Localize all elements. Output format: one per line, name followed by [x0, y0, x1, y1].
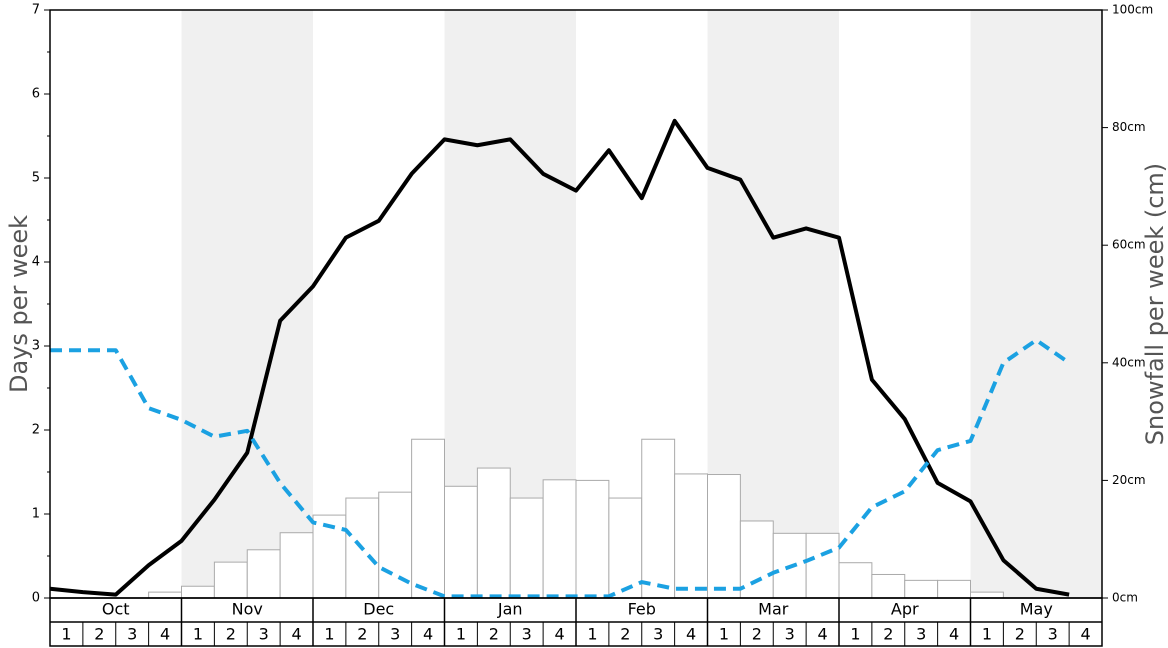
week-label: 2: [883, 625, 893, 644]
week-label: 1: [324, 625, 334, 644]
week-label: 4: [554, 625, 564, 644]
week-label: 2: [620, 625, 630, 644]
y-tick-label: 1: [32, 507, 40, 522]
y2-tick-label: 100cm: [1112, 3, 1153, 17]
week-label: 4: [423, 625, 433, 644]
week-label: 2: [1015, 625, 1025, 644]
y-tick-label: 2: [32, 423, 40, 438]
bar: [213, 561, 248, 599]
bar: [871, 573, 906, 599]
y-tick-label: 3: [32, 339, 40, 354]
bar: [476, 467, 511, 599]
bar: [641, 438, 676, 599]
y2-tick-label: 60cm: [1112, 238, 1146, 252]
bar: [937, 579, 971, 599]
bar: [542, 479, 577, 599]
week-label: 2: [94, 625, 104, 644]
bar: [707, 474, 741, 599]
bar: [509, 497, 544, 599]
bar: [904, 579, 939, 599]
bar: [970, 591, 1004, 599]
bar: [444, 485, 478, 599]
month-label: Jan: [497, 600, 523, 619]
week-label: 4: [817, 625, 827, 644]
week-label: 4: [949, 625, 959, 644]
bar: [575, 479, 610, 599]
week-label: 2: [226, 625, 236, 644]
bar: [674, 473, 708, 599]
week-label: 3: [259, 625, 269, 644]
dashed-line: [50, 338, 1071, 599]
week-label: 1: [719, 625, 729, 644]
bar: [608, 497, 643, 599]
week-label: 3: [522, 625, 532, 644]
week-label: 2: [489, 625, 499, 644]
y2-axis-label: Snowfall per week (cm): [1141, 163, 1168, 445]
week-label: 3: [785, 625, 795, 644]
week-label: 3: [1048, 625, 1058, 644]
y-tick-label: 5: [32, 171, 40, 186]
bar: [805, 532, 840, 599]
y2-tick-label: 20cm: [1112, 473, 1146, 487]
bar: [739, 520, 774, 599]
week-label: 1: [982, 625, 992, 644]
y2-tick-label: 80cm: [1112, 120, 1146, 134]
week-label: 3: [127, 625, 137, 644]
month-label: Feb: [628, 600, 656, 619]
bar: [838, 562, 873, 599]
week-label: 3: [916, 625, 926, 644]
week-label: 4: [160, 625, 170, 644]
week-label: 3: [390, 625, 400, 644]
week-label: 3: [653, 625, 663, 644]
line: [49, 118, 1070, 597]
week-label: 1: [193, 625, 203, 644]
week-label: 1: [850, 625, 860, 644]
bar: [148, 591, 182, 599]
bar: [181, 585, 215, 599]
week-label: 4: [1080, 625, 1090, 644]
y-axis-label: Days per week: [5, 215, 33, 393]
y2-tick-label: 40cm: [1112, 355, 1146, 369]
month-label: May: [1020, 600, 1053, 619]
week-label: 4: [291, 625, 301, 644]
y-tick-label: 0: [32, 591, 40, 606]
week-label: 1: [456, 625, 466, 644]
week-label: 1: [587, 625, 597, 644]
y-tick-label: 7: [32, 3, 40, 18]
week-label: 1: [61, 625, 71, 644]
y2-tick-label: 0cm: [1112, 591, 1138, 605]
month-label: Oct: [102, 600, 130, 619]
bar: [411, 438, 445, 599]
week-label: 2: [357, 625, 367, 644]
month-band: [970, 10, 1102, 598]
month-label: Nov: [232, 600, 263, 619]
y-tick-label: 6: [32, 87, 40, 102]
bar: [246, 549, 281, 599]
month-label: Apr: [891, 600, 919, 619]
month-label: Mar: [758, 600, 789, 619]
week-label: 4: [686, 625, 696, 644]
week-label: 2: [752, 625, 762, 644]
month-band: [181, 10, 313, 598]
month-label: Dec: [363, 600, 394, 619]
bar: [279, 532, 314, 599]
y-tick-label: 4: [32, 255, 40, 270]
